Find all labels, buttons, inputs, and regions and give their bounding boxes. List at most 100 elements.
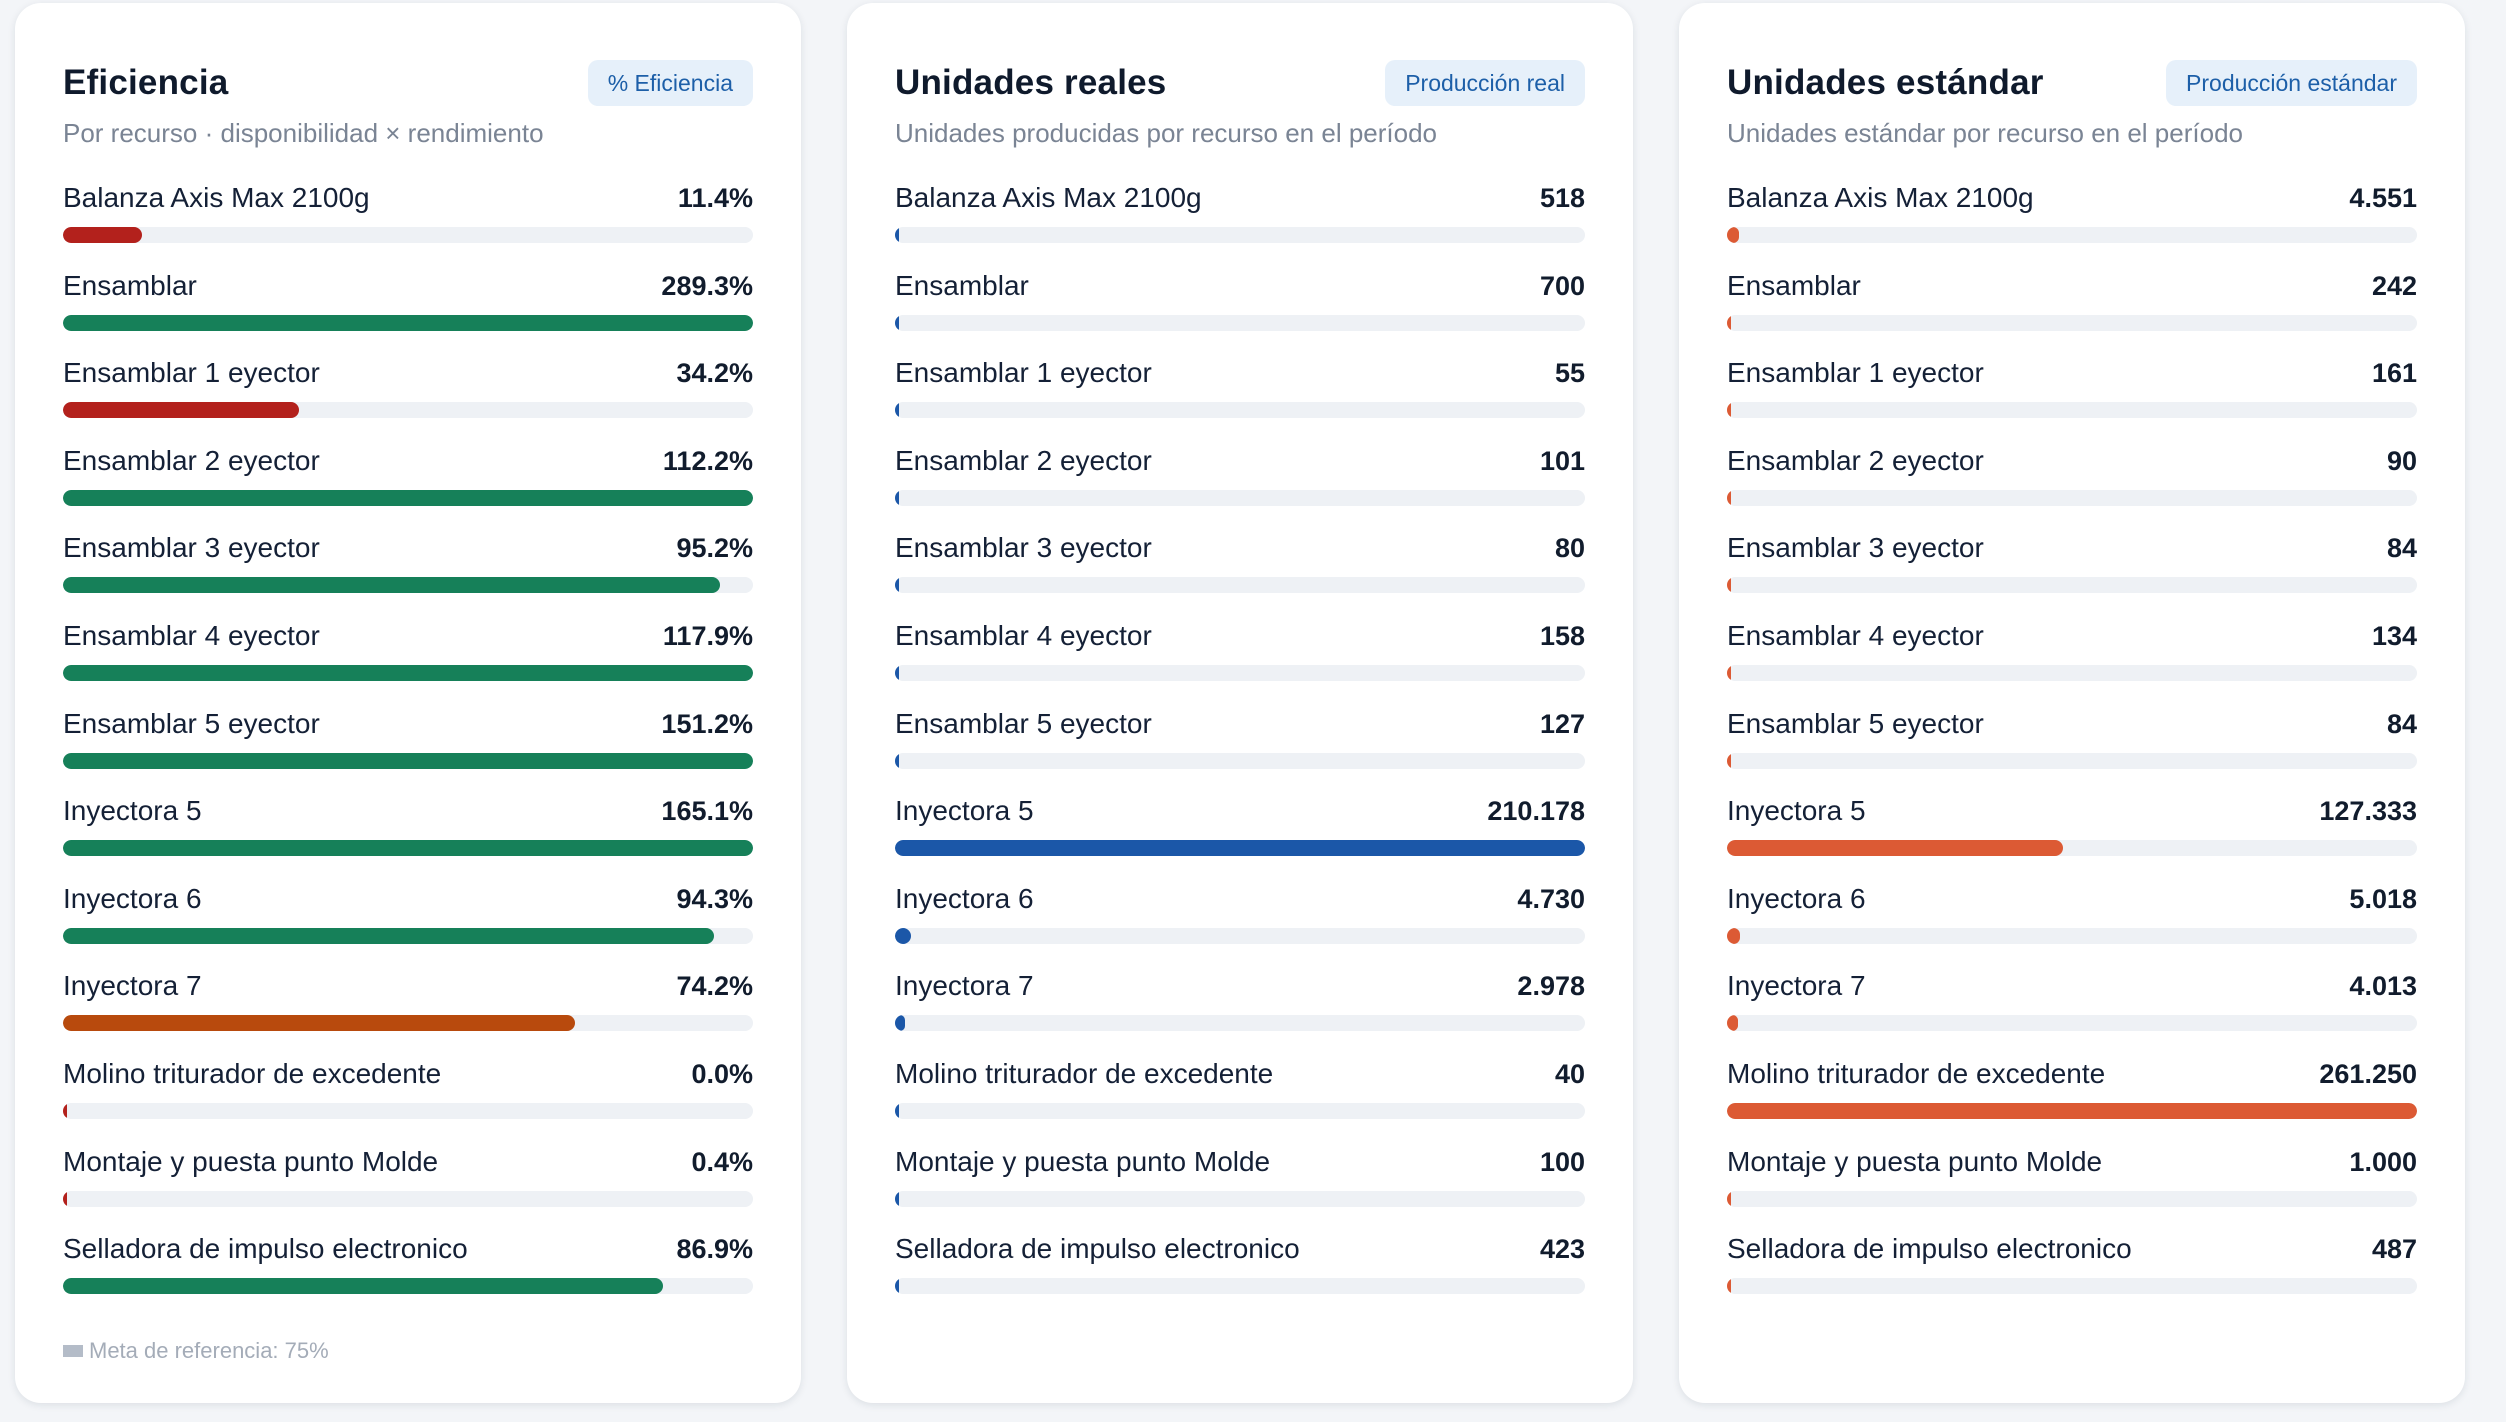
progress-track [1727,664,2417,681]
progress-fill [1727,752,1731,769]
resource-value: 134 [2371,620,2417,651]
resource-value: 0.0% [691,1058,753,1089]
progress-fill [1727,314,1731,331]
resource-value: 90 [2386,445,2417,476]
resource-label: Ensamblar 1 eyector [1727,357,1984,389]
resource-row: Ensamblar 2 eyector 90 [1727,442,2417,530]
resource-row: Ensamblar 4 eyector 158 [895,617,1585,705]
progress-fill [63,314,753,331]
resource-value: 127 [1539,708,1585,739]
resource-row: Molino triturador de excedente 0.0% [63,1055,753,1143]
progress-fill [895,1278,899,1295]
progress-fill [1727,1015,1738,1032]
resource-value: 4.013 [2349,971,2417,1002]
resource-label: Ensamblar 5 eyector [1727,707,1984,739]
resource-value: 261.250 [2319,1058,2417,1089]
progress-track [63,1015,753,1032]
resource-row: Ensamblar 2 eyector 112.2% [63,442,753,530]
resource-row: Balanza Axis Max 2100g 518 [895,179,1585,267]
resource-label: Molino triturador de excedente [63,1057,442,1089]
resource-row: Ensamblar 5 eyector 84 [1727,705,2417,793]
progress-track [1727,402,2417,419]
resource-label: Ensamblar 2 eyector [895,444,1152,476]
progress-fill [63,1102,67,1119]
resource-row: Ensamblar 289.3% [63,267,753,355]
progress-track [63,1278,753,1295]
resource-value: 700 [1539,270,1585,301]
progress-fill [895,227,899,243]
resource-row: Ensamblar 5 eyector 127 [895,705,1585,793]
resource-value: 165.1% [661,796,753,827]
resource-row: Ensamblar 4 eyector 117.9% [63,617,753,705]
resource-label: Selladora de impulso electronico [895,1233,1300,1265]
resource-value: 86.9% [676,1234,753,1265]
resource-label: Balanza Axis Max 2100g [63,182,370,213]
card-subtitle: Por recurso · disponibilidad × rendimien… [63,118,544,148]
card-unidades-estandar: Unidades estándar Producción estándar Un… [1679,3,2465,1403]
resource-value: 95.2% [676,533,753,564]
resource-label: Ensamblar 1 eyector [63,357,320,389]
resource-label: Balanza Axis Max 2100g [895,182,1202,213]
progress-track [1727,840,2417,857]
progress-fill [1727,927,1741,944]
resource-row: Ensamblar 5 eyector 151.2% [63,705,753,793]
progress-track [63,927,753,944]
resource-label: Ensamblar 2 eyector [1727,444,1984,476]
resource-row: Ensamblar 3 eyector 95.2% [63,529,753,617]
resource-value: 100 [1539,1146,1585,1177]
progress-track [1727,489,2417,506]
progress-fill [895,840,1585,857]
progress-fill [63,1015,575,1032]
resource-list: Balanza Axis Max 2100g 4.551 Ensamblar 242 E… [1727,179,2417,1318]
progress-fill [1727,664,1731,681]
progress-track [63,1190,753,1207]
resource-value: 4.730 [1517,883,1585,914]
progress-track [63,402,753,419]
resource-label: Inyectora 7 [63,970,202,1002]
progress-track [63,227,753,243]
resource-row: Ensamblar 1 eyector 161 [1727,354,2417,442]
resource-value: 101 [1539,445,1585,476]
progress-track [895,314,1585,331]
resource-row: Inyectora 7 2.978 [895,967,1585,1055]
resource-row: Balanza Axis Max 2100g 11.4% [63,179,753,267]
resource-value: 74.2% [676,971,753,1002]
progress-track [895,752,1585,769]
resource-value: 0.4% [691,1146,753,1177]
resource-value: 80 [1554,533,1585,564]
resource-value: 84 [2386,708,2417,739]
progress-track [1727,1102,2417,1119]
progress-fill [895,402,899,419]
resource-row: Inyectora 6 4.730 [895,880,1585,968]
resource-label: Selladora de impulso electronico [1727,1233,2132,1265]
progress-track [1727,314,2417,331]
resource-value: 34.2% [676,358,753,389]
resource-value: 55 [1554,358,1585,389]
progress-track [1727,1190,2417,1207]
progress-fill [895,664,899,681]
resource-row: Molino triturador de excedente 40 [895,1055,1585,1143]
resource-row: Ensamblar 700 [895,267,1585,355]
card-eficiencia: Eficiencia % Eficiencia Por recurso · di… [15,3,801,1403]
resource-label: Inyectora 6 [63,882,202,914]
resource-row: Montaje y puesta punto Molde 0.4% [63,1143,753,1231]
resource-row: Inyectora 7 74.2% [63,967,753,1055]
resource-label: Montaje y puesta punto Molde [63,1145,439,1177]
progress-fill [895,1015,905,1032]
resource-value: 4.551 [2349,183,2417,213]
progress-track [63,489,753,506]
progress-fill [63,227,142,243]
resource-label: Ensamblar [63,269,197,301]
progress-fill [63,840,753,857]
progress-track [895,402,1585,419]
resource-value: 5.018 [2349,883,2417,914]
resource-value: 210.178 [1487,796,1585,827]
resource-row: Ensamblar 2 eyector 101 [895,442,1585,530]
card-badge: % Eficiencia [587,60,753,106]
progress-track [895,1278,1585,1295]
resource-label: Ensamblar 3 eyector [63,532,320,564]
progress-fill [1727,227,1740,243]
progress-track [895,577,1585,594]
resource-label: Ensamblar [1727,269,1861,301]
progress-track [63,314,753,331]
